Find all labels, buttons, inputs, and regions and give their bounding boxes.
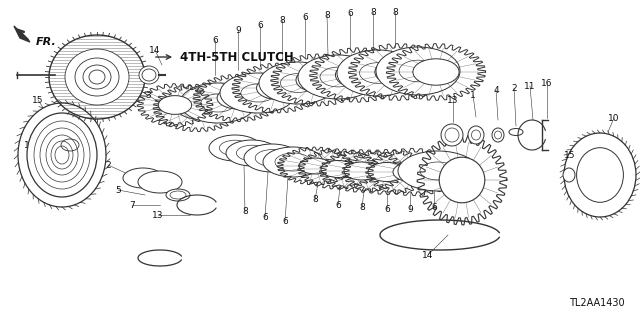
Ellipse shape [139,66,159,84]
Text: 8: 8 [392,7,398,17]
Ellipse shape [177,97,219,119]
Ellipse shape [217,87,259,109]
Ellipse shape [166,189,190,201]
Ellipse shape [420,162,456,180]
Ellipse shape [61,139,79,151]
Text: 6: 6 [384,205,390,214]
Ellipse shape [375,59,421,85]
Ellipse shape [142,69,156,81]
Text: 11: 11 [524,82,536,91]
Ellipse shape [495,131,502,139]
Ellipse shape [170,191,186,199]
Text: 8: 8 [370,7,376,17]
Ellipse shape [226,140,278,166]
Ellipse shape [75,58,119,96]
Ellipse shape [27,113,97,197]
Text: 5: 5 [115,186,121,195]
Text: 16: 16 [541,78,553,87]
Text: 6: 6 [257,20,263,29]
Ellipse shape [563,168,575,182]
Text: 15: 15 [564,150,576,159]
Ellipse shape [472,130,481,140]
Ellipse shape [393,162,433,182]
Text: TL2AA1430: TL2AA1430 [570,298,625,308]
Ellipse shape [441,124,463,146]
Text: 14: 14 [149,45,161,54]
Text: 6: 6 [347,9,353,18]
Text: 8: 8 [279,15,285,25]
Ellipse shape [320,67,356,87]
Ellipse shape [468,126,484,144]
Ellipse shape [368,163,406,181]
Ellipse shape [399,60,437,82]
Ellipse shape [209,135,261,161]
Text: 16: 16 [24,140,36,149]
Polygon shape [14,26,30,42]
Text: 8: 8 [312,196,318,204]
Text: 12: 12 [32,171,44,180]
Ellipse shape [180,83,256,123]
Ellipse shape [439,157,485,203]
Text: 2: 2 [511,84,517,92]
Ellipse shape [83,65,111,89]
Text: 8: 8 [242,207,248,217]
Ellipse shape [280,74,316,92]
Text: 6: 6 [431,204,437,212]
Ellipse shape [509,129,523,135]
Text: 8: 8 [324,11,330,20]
Text: 6: 6 [212,36,218,44]
Text: 9: 9 [407,205,413,214]
Ellipse shape [577,148,623,202]
Ellipse shape [337,50,419,96]
Text: 2: 2 [105,161,111,170]
Ellipse shape [255,150,289,166]
Ellipse shape [299,158,331,174]
Text: 6: 6 [282,218,288,227]
Ellipse shape [564,133,636,217]
Ellipse shape [321,161,355,178]
Ellipse shape [236,145,268,161]
Ellipse shape [376,47,460,95]
Ellipse shape [65,49,129,105]
Ellipse shape [296,68,340,92]
Text: 4: 4 [493,85,499,94]
Text: 1: 1 [470,91,476,100]
Ellipse shape [201,94,235,112]
Text: 6: 6 [262,213,268,222]
Ellipse shape [275,153,311,171]
Text: 6: 6 [302,12,308,21]
Ellipse shape [18,103,106,207]
Ellipse shape [244,144,300,172]
Text: 13: 13 [152,211,164,220]
Text: FR.: FR. [36,37,57,47]
Ellipse shape [298,55,378,99]
Ellipse shape [138,171,182,193]
Text: 15: 15 [32,95,44,105]
Ellipse shape [259,62,337,104]
Ellipse shape [89,70,105,84]
Ellipse shape [158,96,191,114]
Ellipse shape [220,140,251,156]
Ellipse shape [241,84,275,102]
Text: 14: 14 [422,251,434,260]
Ellipse shape [344,162,380,180]
Ellipse shape [398,151,478,191]
Ellipse shape [492,128,504,142]
Text: 4TH-5TH CLUTCH: 4TH-5TH CLUTCH [180,51,294,63]
Ellipse shape [445,128,459,142]
Ellipse shape [413,59,459,85]
Ellipse shape [335,62,381,88]
Text: 7: 7 [129,201,135,210]
Text: 13: 13 [447,95,459,105]
Text: 10: 10 [608,114,620,123]
Ellipse shape [220,73,296,113]
Ellipse shape [257,76,300,100]
Text: 8: 8 [359,204,365,212]
Ellipse shape [360,63,396,83]
Ellipse shape [263,147,323,177]
Text: 3: 3 [145,91,151,100]
Ellipse shape [123,168,163,188]
Text: 9: 9 [235,26,241,35]
Text: 6: 6 [335,201,341,210]
